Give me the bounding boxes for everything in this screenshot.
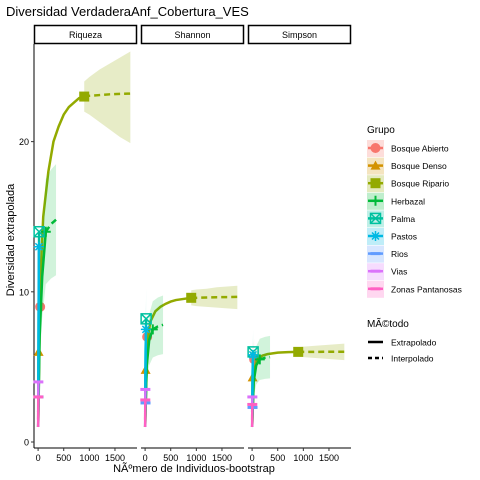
legend-key-marker — [370, 287, 381, 291]
legend-item-bosque-denso: Bosque Denso — [367, 157, 447, 175]
facet-strip-label: Simpson — [282, 30, 317, 40]
marker-box — [33, 225, 45, 238]
observed-point — [186, 292, 197, 303]
facet-strip — [247, 24, 352, 45]
x-axis-label: NÃºmero de Individuos-bootstrap — [113, 462, 275, 475]
legend-item-label: Palma — [391, 214, 415, 224]
series-herbazal — [143, 295, 164, 431]
legend-method-interpolado: Interpolado — [368, 354, 434, 364]
y-tick-label: 20 — [19, 137, 29, 147]
legend-item-label: Pastos — [391, 232, 417, 242]
x-tick-label: 1000 — [293, 453, 313, 463]
x-tick-label: 500 — [270, 453, 285, 463]
legend-key-marker — [369, 212, 382, 225]
y-tick-label: 0 — [24, 437, 29, 447]
facet-strip-label: Shannon — [174, 30, 210, 40]
legend-key-marker — [370, 178, 381, 189]
confidence-band — [84, 51, 131, 144]
marker-box — [140, 313, 152, 325]
extrapolated-line — [44, 218, 57, 233]
observed-point — [247, 349, 258, 360]
facet-strip — [33, 24, 138, 45]
legend-item-zonas-pantanosas: Zonas Pantanosas — [367, 280, 462, 298]
facet-panels: 0 10 20 Riqueza 0 500 1000 1500 Shannon 0 500 1000 1… — [19, 24, 352, 463]
observed-point — [140, 313, 152, 325]
series-herbazal — [36, 164, 57, 431]
legend-item-pastos: Pastos — [367, 228, 417, 245]
marker-cross — [369, 212, 382, 224]
facet-strip-label: Riqueza — [69, 30, 102, 40]
legend-method-label: Extrapolado — [391, 338, 437, 348]
observed-point — [247, 402, 258, 406]
observed-point — [254, 354, 265, 365]
legend-item-label: Vias — [391, 267, 407, 277]
observed-point — [247, 395, 258, 399]
legend-item-label: Herbazal — [391, 196, 425, 206]
observed-point — [79, 91, 90, 102]
legend-item-bosque-abierto: Bosque Abierto — [367, 140, 449, 157]
x-tick-label: 0 — [143, 453, 148, 463]
legend-item-label: Bosque Ripario — [391, 179, 449, 189]
legend-group-title: Grupo — [367, 125, 395, 136]
x-tick-label: 1500 — [105, 453, 125, 463]
facet-strip — [140, 24, 245, 45]
x-tick-label: 1500 — [212, 453, 232, 463]
interpolated-line — [36, 95, 85, 427]
y-tick-label: 10 — [19, 287, 29, 297]
legend-item-vias: Vias — [367, 263, 407, 281]
legend-item-label: Rios — [391, 249, 408, 259]
legend-key-marker — [370, 269, 381, 273]
legend-item-label: Bosque Denso — [391, 161, 447, 171]
legend-key-marker — [370, 160, 381, 170]
x-tick-label: 500 — [56, 453, 71, 463]
chart-title: Diversidad VerdaderaAnf_Cobertura_VES — [6, 4, 249, 19]
y-axis-label: Diversidad extrapolada — [5, 183, 17, 296]
observed-point — [140, 387, 151, 391]
legend-item-rios: Rios — [367, 245, 408, 263]
observed-point — [33, 395, 44, 399]
x-tick-label: 1000 — [186, 453, 206, 463]
legend-method-label: Interpolado — [391, 354, 434, 364]
series-bosque-ripario — [36, 51, 131, 427]
observed-point — [140, 398, 151, 402]
legend-key-marker — [370, 143, 381, 153]
extrapolated-line — [152, 323, 164, 331]
legend-key-marker — [370, 231, 381, 241]
x-tick-label: 0 — [250, 453, 255, 463]
observed-point — [33, 241, 44, 252]
series-zonas-pantanosas — [33, 385, 44, 431]
series-zonas-pantanosas — [140, 389, 151, 431]
observed-point — [293, 346, 304, 357]
x-tick-label: 1000 — [79, 453, 99, 463]
x-tick-label: 0 — [36, 453, 41, 463]
legend-key-marker — [370, 195, 381, 206]
observed-point — [140, 324, 151, 335]
x-tick-label: 1500 — [319, 453, 339, 463]
legend: Grupo Bosque Abierto Bosque Denso Bosque Ri… — [367, 125, 462, 364]
observed-point — [33, 225, 45, 238]
legend-item-label: Bosque Abierto — [391, 144, 449, 154]
legend-method-title: MÃ©todo — [367, 317, 409, 330]
legend-item-herbazal: Herbazal — [367, 192, 425, 210]
x-tick-label: 500 — [163, 453, 178, 463]
legend-item-bosque-ripario: Bosque Ripario — [367, 175, 449, 193]
marker-box — [369, 212, 382, 225]
legend-item-label: Zonas Pantanosas — [391, 284, 462, 294]
legend-item-palma: Palma — [367, 210, 415, 228]
series-zonas-pantanosas — [247, 395, 258, 431]
legend-method-extrapolado: Extrapolado — [368, 338, 437, 348]
observed-point — [40, 226, 51, 237]
marker-cross — [33, 226, 45, 238]
facet-riqueza: Riqueza 0 500 1000 1500 — [33, 24, 138, 463]
marker-cross — [140, 313, 152, 325]
observed-point — [33, 380, 44, 384]
legend-key-marker — [370, 252, 381, 256]
facet-simpson: Simpson 0 500 1000 1500 — [247, 24, 352, 463]
facet-shannon: Shannon 0 500 1000 1500 — [140, 24, 245, 463]
